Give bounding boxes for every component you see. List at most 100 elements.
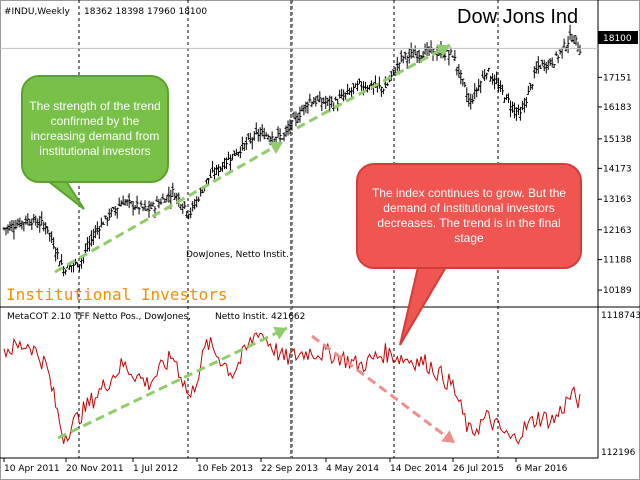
price-bar-51: [103, 215, 107, 220]
green-callout-text: The strength of the trend confirmed by t…: [29, 99, 161, 158]
price-bar-263: [524, 96, 528, 108]
price-bar-126: [252, 131, 256, 141]
price-bar-27: [56, 247, 60, 260]
price-bar-120: [240, 136, 244, 151]
price-bar-245: [489, 75, 493, 82]
price-bar-265: [528, 82, 532, 91]
price-bar-201: [401, 55, 405, 64]
price-bar-130: [260, 124, 264, 137]
arrow-ind-green: [57, 326, 288, 440]
price-bar-238: [475, 87, 479, 98]
price-bar-234: [467, 92, 471, 107]
price-axis: 17151 16183 15138 14173 13163 12163 11188 10189: [598, 73, 632, 296]
price-bar-167: [334, 96, 338, 101]
red-callout-text: The index continues to grow. But the dem…: [371, 186, 567, 245]
price-bar-248: [495, 71, 499, 85]
price-bar-52: [105, 216, 109, 227]
price-bar-152: [304, 101, 308, 113]
price-bar-171: [342, 89, 346, 102]
price-bar-8: [18, 217, 22, 228]
price-bar-74: [149, 201, 153, 210]
price-bar-26: [54, 247, 58, 262]
price-bar-10: [22, 222, 26, 232]
price-bar-2: [6, 224, 10, 234]
price-bar-71: [143, 200, 147, 211]
price-bar-236: [471, 94, 475, 104]
price-bar-23: [48, 232, 52, 242]
price-bar-213: [425, 41, 429, 57]
price-tick-3: 15138: [603, 135, 632, 145]
price-bar-189: [377, 76, 381, 89]
price-bar-162: [324, 95, 328, 110]
price-bar-229: [457, 64, 461, 78]
price-bar-110: [220, 161, 224, 172]
inner-label: DowJones, Netto Instit.: [186, 250, 289, 260]
price-bar-17: [36, 218, 40, 228]
price-bar-172: [344, 92, 348, 100]
time-tick-3: 10 Feb 2013: [197, 464, 253, 474]
trend-arrows: [54, 43, 456, 445]
price-bar-244: [487, 67, 491, 72]
price-bar-65: [131, 201, 135, 216]
price-bar-82: [165, 195, 169, 202]
price-bar-20: [42, 221, 46, 232]
price-bar-156: [312, 96, 316, 105]
price-bar-107: [215, 164, 219, 176]
price-bar-80: [161, 193, 165, 200]
price-bar-62: [125, 199, 129, 207]
price-bars: [2, 24, 582, 277]
price-bar-117: [234, 148, 238, 156]
price-bar-86: [173, 192, 177, 200]
arrow-ind-red: [311, 334, 456, 445]
price-bar-50: [101, 221, 105, 225]
price-bar-151: [302, 104, 306, 116]
price-bar-250: [499, 80, 503, 92]
price-bar-169: [338, 89, 342, 99]
price-bar-104: [209, 169, 213, 178]
price-bar-198: [395, 56, 399, 72]
price-bar-196: [391, 69, 395, 76]
price-bar-241: [481, 70, 485, 78]
price-bar-14: [30, 218, 34, 230]
price-bar-145: [290, 120, 294, 131]
price-bar-4: [10, 219, 14, 232]
price-bar-267: [532, 66, 536, 79]
price-bar-43: [87, 235, 91, 252]
price-bar-251: [501, 84, 505, 95]
price-bar-127: [254, 122, 258, 135]
price-bar-11: [24, 215, 28, 225]
price-bar-132: [264, 132, 268, 137]
price-bar-83: [167, 186, 171, 203]
price-bar-279: [556, 55, 560, 64]
price-bar-56: [113, 206, 117, 216]
price-bar-269: [536, 56, 540, 74]
price-bar-160: [320, 97, 324, 112]
price-bar-260: [518, 106, 522, 121]
price-bar-18: [38, 215, 42, 233]
price-bar-164: [328, 95, 332, 113]
price-bar-226: [451, 55, 455, 58]
price-tick-6: 12163: [603, 226, 632, 236]
price-bar-81: [163, 198, 167, 203]
price-bar-34: [70, 265, 74, 273]
price-bar-254: [506, 93, 510, 103]
price-bar-224: [447, 49, 451, 66]
price-bar-125: [250, 137, 254, 150]
price-bar-90: [181, 203, 185, 214]
price-bar-148: [296, 112, 300, 124]
price-bar-131: [262, 127, 266, 140]
price-bar-89: [179, 204, 183, 211]
price-bar-154: [308, 93, 312, 103]
time-axis: 10 Apr 2011 20 Nov 2011 1 Jul 2012 10 Feb 2…: [3, 458, 568, 474]
price-bar-25: [52, 237, 56, 250]
price-bar-141: [282, 132, 286, 142]
price-bar-93: [187, 213, 191, 220]
price-bar-45: [91, 228, 95, 245]
price-bar-122: [244, 136, 248, 150]
chart-title: Dow Jons Ind: [457, 6, 578, 28]
price-bar-92: [185, 210, 189, 219]
price-bar-60: [121, 195, 125, 205]
time-tick-4: 22 Sep 2013: [261, 464, 318, 474]
price-bar-165: [330, 96, 334, 108]
